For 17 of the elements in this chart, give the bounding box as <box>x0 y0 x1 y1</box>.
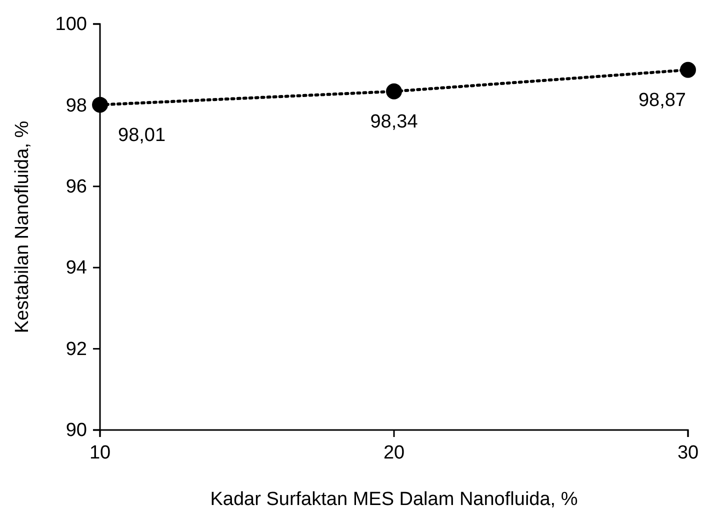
point <box>92 96 108 113</box>
y-tick-label: 98 <box>66 95 87 116</box>
x-tick-label: 20 <box>383 442 405 464</box>
y-tick-label: 92 <box>66 338 87 360</box>
x-axis-title: Kadar Surfaktan MES Dalam Nanofluida, % <box>210 489 578 510</box>
y-tick-label: 100 <box>55 14 87 36</box>
y-tick-label: 96 <box>66 176 87 198</box>
y-axis-title: Kestabilan Nanofluida, % <box>12 120 33 334</box>
x-tick-label: 10 <box>89 442 111 464</box>
data-label: 98,01 <box>118 124 166 146</box>
y-tick-label: 90 <box>66 420 87 442</box>
point <box>680 62 696 78</box>
x-tick-label: 30 <box>677 442 699 464</box>
y-tick-label: 94 <box>66 258 88 279</box>
data-label: 98,34 <box>370 111 418 132</box>
point <box>386 83 402 100</box>
data-label: 98,87 <box>638 90 686 111</box>
